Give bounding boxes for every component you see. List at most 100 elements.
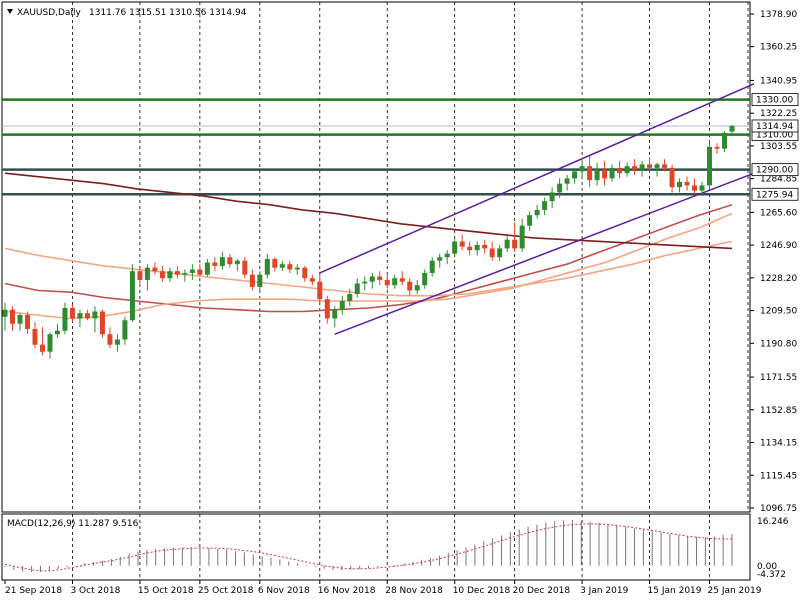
candle-body [527,215,533,226]
candle-body [564,178,570,184]
price-level-label: 1330.00 [756,96,793,106]
candle-body [99,311,105,335]
moving-averages [4,172,733,320]
candle-body [534,209,540,216]
candle-body [369,276,375,282]
candle-body [302,267,308,279]
candle-body [549,192,555,202]
channel-lower-line[interactable] [334,172,755,335]
candle-body [467,246,473,251]
price-level-label: 1310.00 [756,131,793,141]
candle-body [579,166,585,172]
candle-body [204,262,210,275]
candle-body [392,278,398,286]
candle-body [437,257,443,261]
candle-body [512,239,518,249]
candle-body [17,314,23,324]
candle-body [662,164,668,168]
candle-body [69,307,75,319]
date-tick-label: 3 Oct 2018 [70,586,120,596]
candle-body [137,271,143,280]
date-tick-label: 10 Dec 2018 [453,586,511,596]
sma-fast-line [4,203,733,313]
candle-body [84,313,90,319]
candle-body [324,299,330,319]
channel-upper-line[interactable] [319,83,755,274]
candle-body [632,166,638,170]
date-tick-label: 25 Oct 2018 [198,586,254,596]
candle-body [242,260,248,275]
candle-body [647,164,653,168]
candle-body [444,253,450,258]
candle-body [414,285,420,291]
trend-channel[interactable] [319,83,755,335]
candle-body [309,278,315,282]
candle-body [354,283,360,294]
candle-body [197,269,203,275]
candle-body [9,309,15,324]
candle-body [669,167,675,188]
price-tick-label: 1209.50 [760,307,797,317]
candle-body [294,267,300,270]
candle-body [347,293,353,301]
horizontal-levels[interactable] [2,98,750,196]
sma-mid-line [4,212,733,320]
date-tick-label: 21 Sep 2018 [5,586,62,596]
candle-body [377,276,383,280]
candle-body [602,169,608,179]
candle-body [482,244,488,249]
candle-body [107,334,113,345]
price-level-tag [751,187,799,201]
candle-body [489,248,495,258]
candle-body [114,339,120,345]
candle-body [542,201,548,210]
date-tick-label: 6 Nov 2018 [258,586,310,596]
candle-body [174,271,180,275]
candle-body [362,281,368,284]
price-level-tag [751,163,799,177]
candle-body [422,272,428,286]
candle-body [122,320,128,340]
price-tick-label: 1322.25 [760,109,797,119]
triangle-down-icon[interactable] [7,9,13,14]
candle-body [159,271,165,279]
candle-body [144,267,150,280]
candle-body [272,258,278,268]
price-tick-label: 1096.75 [760,504,797,514]
candle-body [684,181,690,186]
candle-body [264,258,270,275]
candle-body [699,185,705,191]
macd-scale-bottom: -4.372 [757,570,786,580]
candle-body [227,257,233,265]
candle-body [212,262,218,266]
candle-body [497,248,503,258]
level-labels: 1330.00 1310.00 1290.00 1275.94 1314.94 [751,93,799,201]
candle-body [234,260,240,265]
candle-body [407,281,413,291]
candle-body [39,344,45,352]
candle-body [384,279,390,286]
date-axis: 21 Sep 2018 3 Oct 2018 15 Oct 2018 25 Oct 2… [4,580,762,596]
candle-body [2,309,8,317]
candle-body [654,164,660,168]
candle-body [617,167,623,174]
price-level-label: 1290.00 [756,166,793,176]
macd-indicator [4,520,733,573]
price-tick-label: 1360.25 [760,43,797,53]
candle-body [249,274,255,287]
candle-body [167,271,173,279]
candle-body [519,225,525,249]
price-tick-label: 1265.60 [760,208,797,218]
candle-body [474,244,480,251]
candle-body [594,169,600,181]
sma-slow-line [4,240,733,297]
candle-body [729,125,735,132]
candle-body [339,300,345,310]
candle-body [129,271,135,321]
candle-body [317,281,323,300]
candle-body [152,267,158,272]
candle-body [639,164,645,170]
current-price-label: 1314.94 [756,122,793,132]
